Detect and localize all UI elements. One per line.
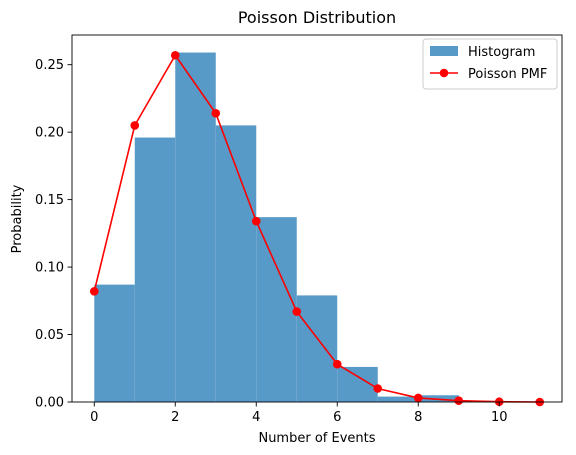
y-tick-label-2: 0.10 — [35, 261, 64, 276]
legend-swatch-histogram — [430, 46, 458, 56]
legend-swatch-pmf-marker — [439, 68, 449, 78]
histogram-bar-4 — [256, 217, 297, 402]
y-axis-label: Probability — [10, 184, 25, 253]
pmf-point-6 — [332, 359, 342, 369]
pmf-line — [93, 53, 540, 403]
histogram-bar-5 — [296, 295, 338, 402]
pmf-point-1 — [130, 121, 140, 130]
plot-area: 0 2 4 6 8 10 0.00 0.05 0.10 0.15 0.20 0.25 — [35, 34, 563, 425]
y-tick-label-0: 0.00 — [35, 396, 64, 411]
pmf-point-5 — [292, 307, 302, 316]
y-tick-label-5: 0.25 — [35, 58, 64, 73]
x-tick-label-1: 2 — [171, 410, 179, 425]
pmf-point-4 — [251, 216, 261, 226]
pmf-point-7 — [373, 384, 383, 393]
x-tick-label-2: 4 — [252, 410, 260, 425]
legend: Histogram Poisson PMF — [422, 38, 558, 90]
x-tick-label-4: 8 — [414, 410, 422, 425]
x-tick-label-5: 10 — [491, 410, 508, 425]
pmf-point-2 — [170, 50, 180, 60]
y-tick-label-4: 0.20 — [35, 126, 64, 141]
histogram-bar-3 — [215, 125, 257, 403]
x-tick-label-3: 6 — [333, 410, 341, 425]
histogram-bar-7 — [377, 396, 419, 402]
x-tick-label-0: 0 — [90, 410, 98, 425]
pmf-point-8 — [413, 393, 423, 403]
y-tick-label-3: 0.15 — [35, 193, 64, 208]
pmf-point-9 — [454, 396, 464, 405]
y-tick-label-1: 0.05 — [35, 328, 64, 343]
x-axis-label: Number of Events — [258, 431, 375, 446]
chart-title: Poisson Distribution — [238, 8, 396, 27]
pmf-point-3 — [211, 108, 221, 118]
pmf-point-0 — [89, 287, 99, 296]
legend-label-histogram: Histogram — [468, 45, 535, 60]
histogram-bar-2 — [175, 52, 216, 403]
legend-label-pmf: Poisson PMF — [468, 67, 547, 82]
axes-frame — [71, 34, 563, 403]
histogram-bar-0 — [94, 284, 135, 402]
histogram-bar-1 — [134, 137, 176, 402]
